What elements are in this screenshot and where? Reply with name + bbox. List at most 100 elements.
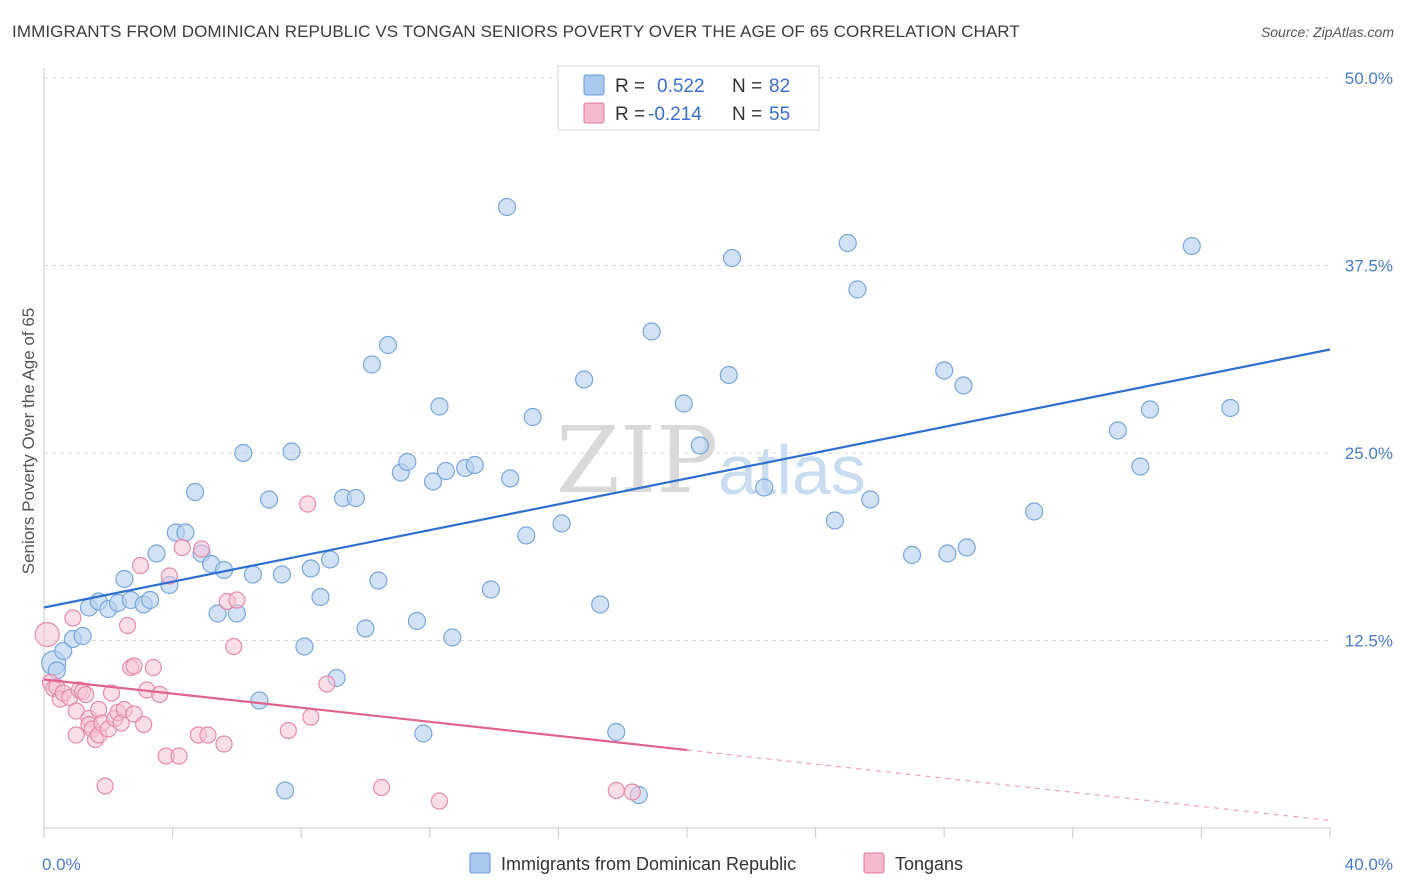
dominican-point-76 — [1025, 502, 1044, 521]
dominican-point-24 — [243, 565, 263, 584]
tongan-point-7 — [64, 609, 82, 627]
dominican-point-30 — [295, 637, 314, 656]
dominican-point-67 — [825, 511, 844, 530]
y-tick-label-2: 37.5% — [1345, 257, 1393, 276]
y-tick-label-0: 12.5% — [1345, 632, 1393, 651]
tongan-point-22 — [102, 684, 121, 702]
legend-swatch-blue — [583, 74, 605, 96]
source-label: Source: ZipAtlas.com — [1260, 24, 1394, 40]
tongan-point-54 — [623, 783, 641, 801]
dominican-point-61 — [642, 322, 661, 341]
dominican-point-70 — [861, 490, 880, 509]
dominican-point-2 — [54, 641, 73, 661]
dominican-point-65 — [722, 248, 742, 268]
dominican-point-54 — [517, 526, 536, 545]
dominican-point-69 — [848, 280, 867, 299]
series-legend: Immigrants from Dominican Republic Tonga… — [469, 852, 963, 874]
tongan-point-29 — [125, 705, 143, 723]
dominican-point-52 — [497, 197, 517, 217]
bottom-legend-swatch-pink — [863, 852, 885, 874]
tongan-point-39 — [173, 538, 191, 557]
tongan-point-50 — [318, 675, 336, 693]
dominican-point-9 — [115, 569, 134, 589]
dominican-point-36 — [346, 488, 365, 508]
tongan-point-0 — [34, 621, 60, 648]
dominican-point-57 — [575, 370, 594, 389]
y-tick-label-1: 25.0% — [1345, 444, 1393, 463]
legend-r-value-blue: 0.522 — [657, 76, 705, 97]
tongan-point-52 — [430, 792, 449, 810]
tongan-point-45 — [225, 637, 243, 656]
dominican-point-75 — [957, 538, 976, 557]
tongan-point-41 — [192, 540, 211, 558]
dominican-point-50 — [465, 455, 484, 475]
dominican-point-64 — [719, 365, 738, 385]
tongan-point-51 — [372, 778, 391, 797]
dominican-point-42 — [398, 452, 417, 472]
dominican-point-47 — [436, 461, 455, 481]
legend-r-label-blue: R = — [615, 76, 645, 97]
dominican-point-39 — [369, 571, 388, 590]
dominican-point-53 — [501, 469, 520, 488]
dominican-point-62 — [674, 394, 693, 413]
dominican-point-28 — [276, 781, 295, 800]
dominican-point-40 — [378, 335, 398, 355]
grid-lines — [44, 77, 1330, 641]
series-tongan-points — [34, 495, 641, 810]
tongan-point-37 — [160, 567, 178, 585]
tongan-point-27 — [118, 616, 137, 635]
legend-n-value-blue: 82 — [769, 76, 790, 97]
dominican-point-32 — [311, 587, 330, 607]
dominican-point-63 — [690, 436, 709, 455]
dominican-point-45 — [423, 472, 443, 491]
correlation-legend: R = 0.522 N = 82 R = -0.214 N = 55 — [557, 65, 820, 131]
legend-n-label-pink: N = — [732, 104, 762, 125]
dominican-point-56 — [552, 514, 571, 533]
dominican-point-31 — [301, 559, 320, 578]
tongan-point-8 — [67, 702, 85, 720]
legend-r-value-pink: -0.214 — [648, 104, 702, 125]
legend-n-value-pink: 55 — [769, 104, 790, 125]
dominican-point-13 — [147, 544, 166, 563]
dominican-point-74 — [954, 376, 973, 395]
dominican-point-26 — [259, 490, 279, 509]
tongan-point-46 — [228, 591, 246, 609]
dominican-point-23 — [234, 443, 253, 463]
legend-swatch-pink — [583, 102, 605, 124]
dominican-point-38 — [362, 355, 382, 374]
tongan-trend-extension — [686, 749, 1331, 822]
tongan-point-49 — [302, 708, 320, 726]
dominican-point-51 — [481, 580, 500, 599]
dominican-point-4 — [73, 626, 92, 646]
watermark-atlas: atlas — [718, 431, 866, 509]
axes — [43, 68, 1331, 838]
tongan-point-9 — [67, 726, 85, 744]
tongan-point-47 — [279, 721, 297, 740]
bottom-legend-label-blue: Immigrants from Dominican Republic — [501, 854, 796, 874]
tongan-point-53 — [607, 781, 625, 800]
tongan-trend-line — [43, 678, 688, 752]
legend-n-label-blue: N = — [732, 76, 762, 97]
dominican-point-17 — [186, 482, 205, 502]
dominican-point-66 — [755, 478, 774, 497]
dominican-trend-line — [43, 348, 1331, 609]
dominican-point-80 — [1182, 236, 1201, 256]
dominican-point-20 — [208, 604, 227, 623]
dominican-point-81 — [1221, 398, 1240, 418]
tongan-point-20 — [96, 777, 114, 795]
dominican-point-79 — [1140, 400, 1160, 419]
y-axis-label: Seniors Poverty Over the Age of 65 — [19, 308, 38, 574]
dominican-point-73 — [935, 361, 954, 380]
dominican-point-37 — [356, 619, 375, 638]
legend-r-label-pink: R = — [615, 104, 645, 125]
x-tick-labels: 0.0% 40.0% — [42, 855, 1393, 874]
dominican-point-44 — [414, 724, 433, 743]
x-tick-label-1: 40.0% — [1345, 855, 1393, 874]
dominican-point-27 — [272, 565, 292, 584]
chart-title: IMMIGRANTS FROM DOMINICAN REPUBLIC VS TO… — [12, 22, 1020, 41]
series-dominican-points — [41, 197, 1240, 805]
tongan-point-35 — [151, 685, 169, 704]
tongan-point-48 — [299, 495, 317, 513]
dominican-point-55 — [523, 407, 542, 427]
dominican-point-68 — [838, 233, 857, 253]
